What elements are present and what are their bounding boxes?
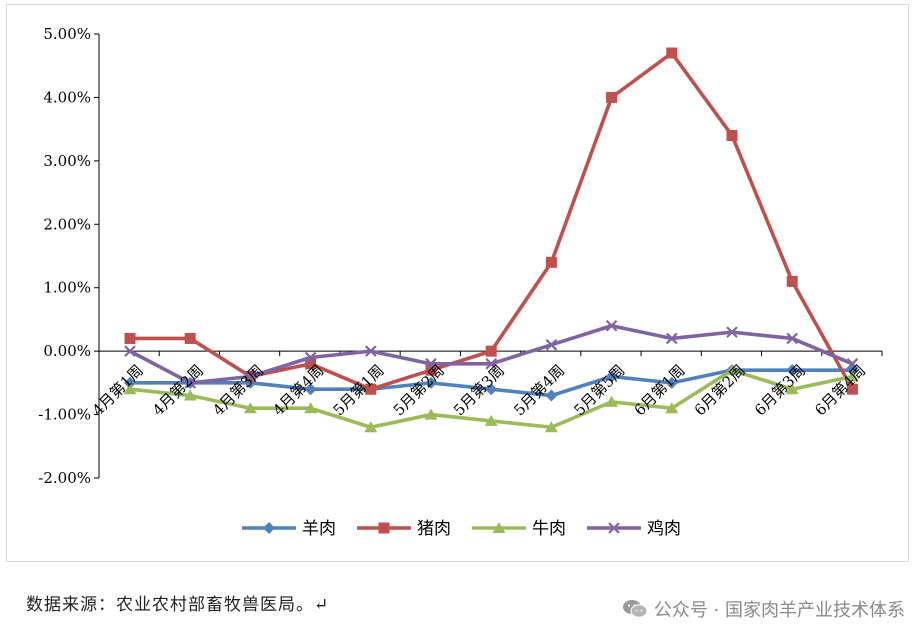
data-point (183, 389, 197, 401)
data-point (123, 383, 137, 395)
data-point (786, 332, 798, 345)
data-point (305, 358, 317, 370)
y-tick-label: 4.00% (43, 88, 91, 106)
data-point (304, 402, 318, 414)
legend-label: 猪肉 (417, 519, 451, 539)
y-tick-label: 2.00% (43, 215, 91, 233)
watermark: 公众号 · 国家肉羊产业技术体系 (622, 596, 905, 622)
data-point (605, 395, 619, 407)
legend-label: 牛肉 (532, 519, 566, 539)
x-tick-label: 6月第1周 (631, 361, 689, 419)
y-tick-label: 1.00% (43, 279, 91, 297)
y-tick-label: 3.00% (43, 152, 91, 170)
legend-item: 鸡肉 (587, 519, 681, 539)
data-point (608, 522, 620, 534)
data-point (124, 345, 136, 357)
series-group (124, 47, 858, 395)
y-tick-label: -1.00% (38, 406, 91, 424)
data-point (606, 91, 618, 103)
data-point (785, 383, 799, 395)
legend-item: 羊肉 (242, 519, 336, 539)
legend-label: 羊肉 (302, 519, 336, 539)
data-point (545, 389, 558, 402)
data-point (726, 129, 738, 141)
data-point (243, 402, 257, 414)
data-point (544, 421, 558, 433)
data-point (725, 364, 739, 376)
data-point (726, 326, 738, 338)
data-point (425, 376, 437, 389)
data-point (545, 339, 558, 351)
x-tick-label: 5月第2周 (390, 361, 448, 419)
chart-frame (6, 4, 909, 562)
data-point (365, 345, 377, 357)
series-group (123, 364, 859, 433)
x-tick-label: 5月第5周 (570, 361, 628, 419)
x-tick-label: 4月第2周 (149, 361, 207, 419)
watermark-text: 公众号 · 国家肉羊产业技术体系 (653, 600, 905, 621)
y-tick-label: 0.00% (43, 342, 91, 360)
data-point (485, 383, 498, 396)
data-point (184, 377, 196, 389)
legend-label: 鸡肉 (647, 519, 681, 539)
data-point (124, 332, 136, 344)
data-point (846, 358, 859, 370)
source-note: 数据来源：农业农村部畜牧兽医局。↵ (26, 595, 330, 615)
data-point (666, 47, 678, 59)
data-point (485, 345, 497, 357)
legend-item: 牛肉 (472, 519, 566, 539)
data-point (425, 364, 437, 376)
data-point (424, 408, 438, 420)
data-point (665, 402, 679, 414)
data-point (184, 332, 196, 344)
data-point (364, 421, 378, 433)
data-point (304, 351, 317, 364)
data-point (378, 522, 390, 534)
data-point (786, 364, 799, 377)
data-point (244, 370, 257, 383)
data-point (425, 358, 437, 370)
wechat-icon (622, 600, 648, 618)
data-point (845, 370, 859, 382)
data-point (124, 376, 136, 389)
data-point (846, 383, 858, 395)
line-chart: 5.00% 4.00% 3.00% 2.00% 1.00% 0.00% -1.00% -2.0… (38, 25, 883, 539)
series-layer (123, 47, 859, 433)
data-point (666, 332, 678, 345)
legend-item: 猪肉 (357, 519, 451, 539)
data-point (365, 383, 377, 395)
data-point (605, 370, 618, 383)
y-tick-label: 5.00% (43, 25, 91, 43)
axes: 5.00% 4.00% 3.00% 2.00% 1.00% 0.00% -1.00% -2.0… (38, 25, 883, 487)
data-point (484, 414, 498, 426)
data-point (485, 358, 497, 370)
data-point (263, 522, 275, 534)
data-point (545, 256, 557, 268)
series-line (130, 51, 854, 392)
data-point (492, 522, 506, 533)
legend: 羊肉 猪肉 牛肉 鸡肉 (242, 519, 681, 539)
y-tick-label: -2.00% (38, 469, 91, 487)
series-group (124, 319, 859, 389)
data-point (786, 275, 798, 287)
data-point (605, 319, 618, 332)
x-tick-label: 5月第4周 (510, 361, 568, 419)
data-point (304, 383, 317, 396)
data-point (665, 376, 678, 389)
